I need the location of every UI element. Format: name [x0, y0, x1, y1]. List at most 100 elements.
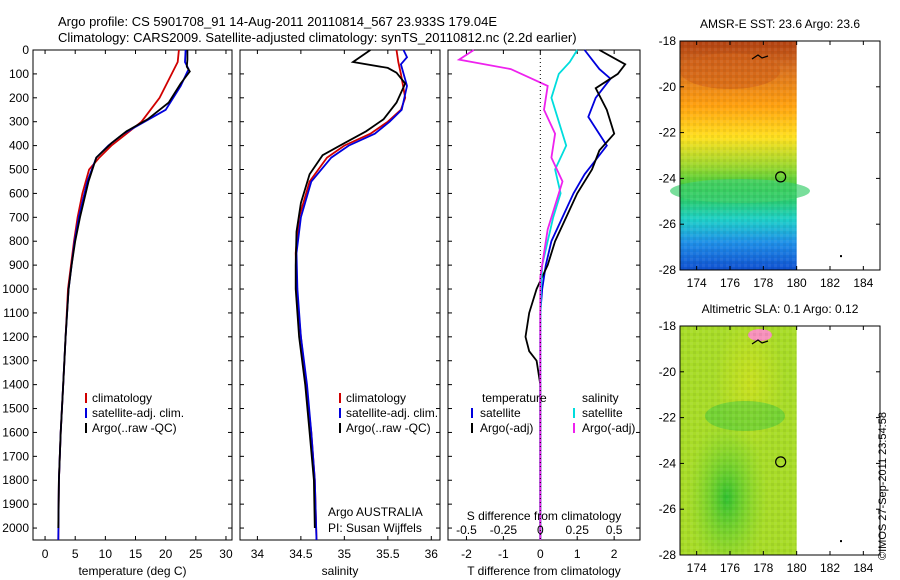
island-dot: [840, 255, 842, 258]
sla_map-xtick-label: 176: [720, 561, 740, 575]
ytick-label: 800: [9, 234, 29, 248]
sla_map-xtick-label: 180: [787, 561, 807, 575]
difference-frame: [447, 49, 641, 541]
ytick-label: 500: [9, 163, 29, 177]
sla_map-xtick-label: 184: [853, 561, 873, 575]
sst_map-ytick-label: -18: [659, 34, 677, 48]
temperature-series-sat: [57, 49, 190, 541]
sla_map-xtick-label: 182: [820, 561, 840, 575]
coastline: [751, 339, 769, 345]
salinity-series-argo: [294, 49, 407, 529]
salinity-frame: [239, 49, 441, 541]
ytick-label: 400: [9, 139, 29, 153]
ytick-label: 2000: [2, 521, 29, 535]
ytick-label: 1000: [2, 282, 29, 296]
sst_map-title: AMSR-E SST: 23.6 Argo: 23.6: [700, 17, 860, 31]
temperature-series-clim: [57, 49, 180, 541]
map-texture: [680, 41, 797, 270]
temperature-xtick-label: 5: [72, 547, 79, 561]
legend-title-salinity: salinity: [582, 391, 619, 405]
sla_map-ytick-label: -26: [659, 502, 677, 516]
sla_map-ytick-label: -24: [659, 456, 677, 470]
legend-label: Argo(..raw -QC): [346, 421, 431, 435]
stick-label: 0.5: [606, 523, 623, 537]
legend-label: Argo(-adj): [480, 421, 533, 435]
header-line-2: Climatology: CARS2009. Satellite-adjuste…: [58, 30, 577, 45]
legend-label: satellite: [480, 406, 521, 420]
legend-label: Argo(-adj): [582, 421, 635, 435]
sla_map-ytick-label: -18: [659, 319, 677, 333]
temperature-xtick-label: 15: [129, 547, 143, 561]
ytick-label: 200: [9, 91, 29, 105]
salinity-xtick-label: 36: [425, 547, 439, 561]
ytick-label: 1600: [2, 425, 29, 439]
ytick-label: 100: [9, 67, 29, 81]
ytick-label: 1300: [2, 354, 29, 368]
ytick-label: 1200: [2, 330, 29, 344]
difference-xtick-label: 1: [574, 547, 581, 561]
salinity-series-sat: [295, 49, 409, 541]
salinity-xtick-label: 35.5: [376, 547, 400, 561]
legend-label: satellite-adj. clim.: [92, 406, 184, 420]
copyright-label: ©IMOS 27-Sep-2011 23:54:58: [877, 412, 889, 560]
difference-xlabel-top: S difference from climatology: [467, 509, 622, 523]
sst_map-xtick-label: 178: [753, 276, 773, 290]
sst_map-frame: [679, 40, 881, 271]
sst_map-ytick-label: -22: [659, 126, 677, 140]
difference-xtick-label: -2: [461, 547, 472, 561]
stick-label: -0.5: [456, 523, 477, 537]
salinity-xtick-label: 35: [338, 547, 352, 561]
argo-marker: [775, 171, 787, 183]
sst_map-ytick-label: -20: [659, 80, 677, 94]
legend-label: Argo(..raw -QC): [92, 421, 177, 435]
ytick-label: 900: [9, 258, 29, 272]
ytick-label: 700: [9, 210, 29, 224]
temperature-xtick-label: 0: [42, 547, 49, 561]
temperature-xtick-label: 30: [219, 547, 233, 561]
sla_map-ytick-label: -22: [659, 411, 677, 425]
ytick-label: 1100: [3, 306, 29, 320]
ytick-label: 1400: [2, 378, 29, 392]
temperature-xtick-label: 10: [99, 547, 113, 561]
stick-label: 0: [537, 523, 544, 537]
difference-xtick-label: 2: [611, 547, 618, 561]
sst_map-xtick-label: 182: [820, 276, 840, 290]
legend-label: satellite: [582, 406, 623, 420]
sst_map-ytick-label: -24: [659, 171, 677, 185]
ytick-label: 1800: [2, 473, 29, 487]
argo-marker: [775, 456, 787, 468]
salinity-xtick-label: 34.5: [289, 547, 313, 561]
ytick-label: 600: [9, 186, 29, 200]
temperature-xtick-label: 20: [159, 547, 173, 561]
sst_map-xtick-label: 174: [687, 276, 707, 290]
legend-label: satellite-adj. clim.: [346, 406, 438, 420]
island-dot: [840, 540, 842, 543]
stick-label: -0.25: [490, 523, 518, 537]
ytick-label: 1700: [2, 449, 29, 463]
sst_map-xtick-label: 184: [853, 276, 873, 290]
sla_map-xtick-label: 178: [753, 561, 773, 575]
temperature-xlabel: temperature (deg C): [78, 564, 186, 578]
difference-xlabel: T difference from climatology: [467, 564, 621, 578]
ytick-label: 1500: [2, 402, 29, 416]
annotation-line-1: Argo AUSTRALIA: [328, 505, 423, 519]
temperature-xtick-label: 25: [189, 547, 203, 561]
sla_map-ytick-label: -28: [659, 548, 677, 562]
annotation-line-2: PI: Susan Wijffels: [328, 521, 422, 535]
difference-xtick-label: -1: [498, 547, 509, 561]
legend-label: climatology: [92, 391, 152, 405]
difference-series-argo: [524, 49, 627, 540]
ytick-label: 300: [9, 115, 29, 129]
legend-label: climatology: [346, 391, 406, 405]
map-texture: [680, 326, 797, 555]
sla_map-ytick-label: -20: [659, 365, 677, 379]
header-line-1: Argo profile: CS 5901708_91 14-Aug-2011 …: [58, 14, 497, 29]
ytick-label: 0: [22, 43, 29, 57]
stick-label: 0.25: [566, 523, 590, 537]
difference-xtick-label: 0: [537, 547, 544, 561]
legend-title-temperature: temperature: [482, 391, 547, 405]
sla_map-xtick-label: 174: [687, 561, 707, 575]
difference-series-magenta: [456, 49, 564, 540]
temperature-frame: [32, 49, 233, 541]
